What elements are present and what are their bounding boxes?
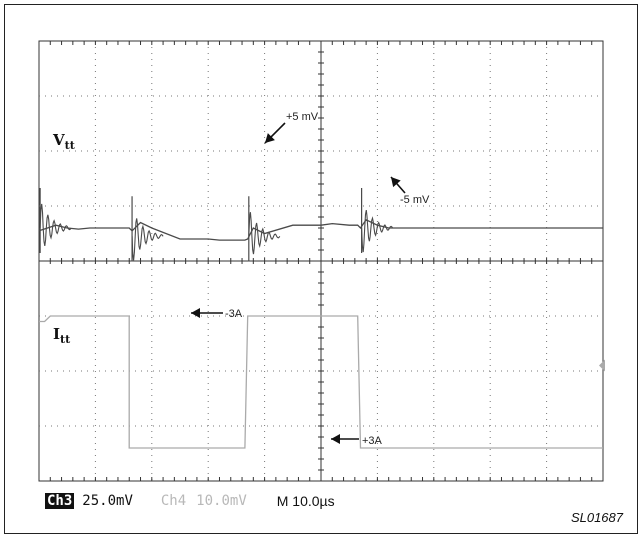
figure-id: SL01687: [570, 510, 623, 525]
annotation-itt-minus3a-arrowhead: [191, 308, 200, 318]
itt-label: Itt: [53, 325, 71, 346]
scope-status-bar: Ch3 25.0mV Ch4 10.0mV M 10.0µs: [45, 492, 335, 510]
timebase: M 10.0µs: [276, 493, 335, 509]
annotation-itt-plus3a-arrowhead: [331, 434, 340, 444]
annotation-vtt-plus-arrowhead: [265, 133, 275, 143]
annotation-vtt-plus: +5 mV: [286, 111, 319, 123]
vtt-label: Vtt: [53, 131, 75, 152]
trace-itt: [39, 315, 603, 449]
oscilloscope-screen: +5 mV -5 mV -3A +3A: [38, 40, 605, 482]
figure-frame: +5 mV -5 mV -3A +3A Vtt Itt Ch3 25.0mV Ch4 …: [4, 4, 638, 534]
trace-vtt: [38, 218, 603, 241]
ringing-burst: [361, 209, 394, 253]
ch4-name: Ch4: [160, 493, 187, 509]
annotation-itt-minus3a: -3A: [225, 308, 243, 320]
annotation-vtt-minus: -5 mV: [400, 194, 430, 206]
ch4-scale: 10.0mV: [196, 493, 247, 509]
ringing-burst: [248, 212, 281, 255]
annotation-itt-plus3a: +3A: [362, 435, 383, 447]
ringing-burst: [131, 218, 164, 261]
ch3-badge: Ch3: [45, 493, 75, 509]
ch3-scale: 25.0mV: [82, 493, 133, 509]
annotation-vtt-minus-arrowhead: [391, 177, 401, 188]
ringing-burst: [39, 203, 72, 247]
trigger-marker: [599, 359, 605, 372]
